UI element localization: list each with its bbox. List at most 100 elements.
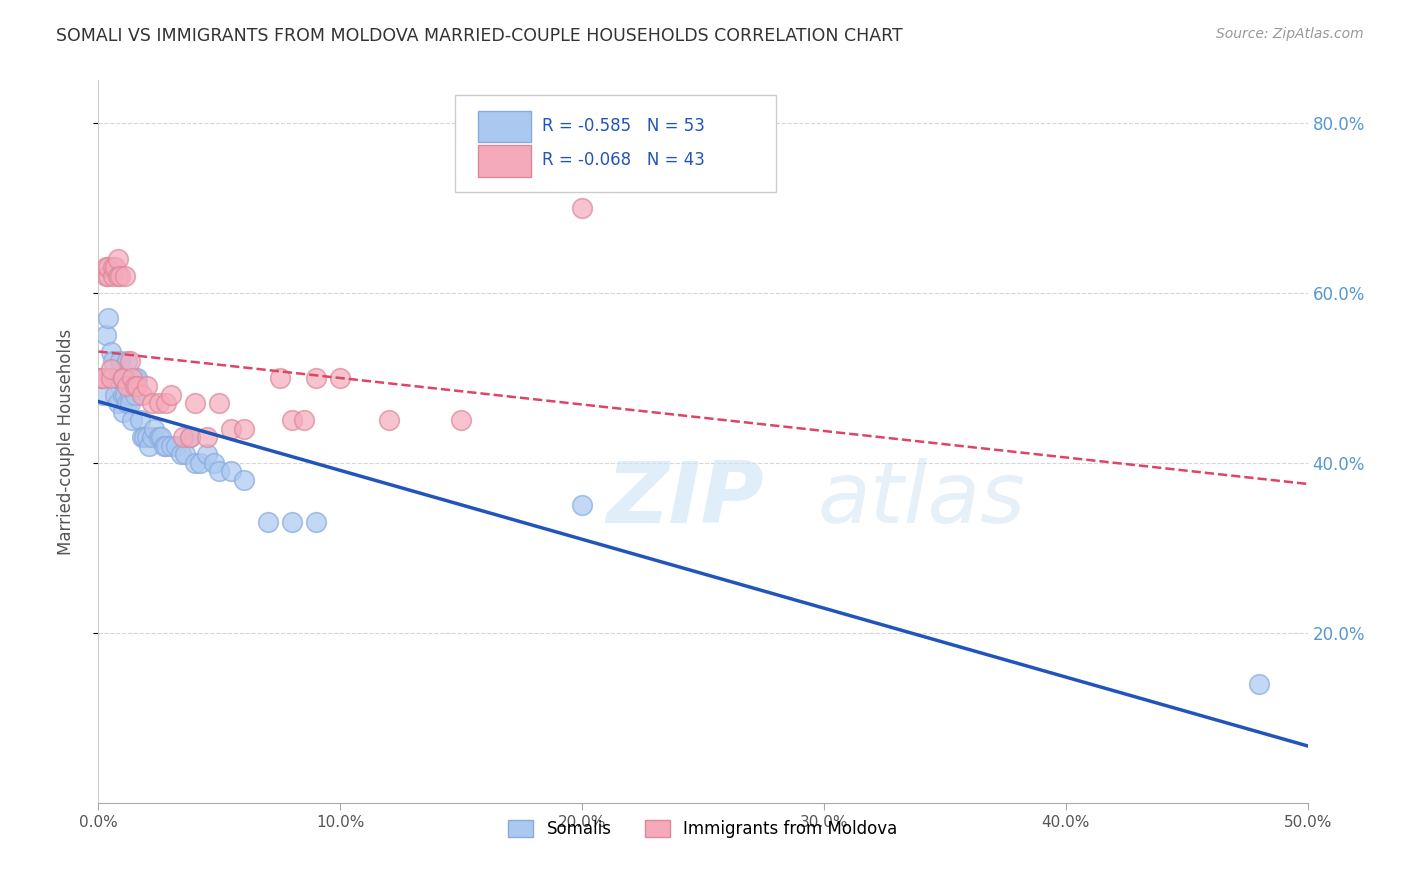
Point xyxy=(101,260,124,275)
Legend: Somalis, Immigrants from Moldova: Somalis, Immigrants from Moldova xyxy=(502,814,904,845)
Point xyxy=(124,388,146,402)
Point xyxy=(134,430,156,444)
Point xyxy=(100,362,122,376)
Point xyxy=(195,430,218,444)
Point xyxy=(107,252,129,266)
Point xyxy=(91,371,114,385)
Point xyxy=(179,430,201,444)
Point xyxy=(97,268,120,283)
Point xyxy=(208,464,231,478)
Point xyxy=(121,371,143,385)
Point xyxy=(141,430,163,444)
Point xyxy=(195,447,218,461)
Point xyxy=(104,260,127,275)
Point xyxy=(256,516,278,530)
Point xyxy=(124,379,146,393)
Point xyxy=(118,396,141,410)
FancyBboxPatch shape xyxy=(478,111,531,143)
Point xyxy=(97,311,120,326)
Point xyxy=(111,405,134,419)
Point xyxy=(141,396,163,410)
Point xyxy=(160,439,183,453)
Point xyxy=(160,388,183,402)
Point xyxy=(232,473,254,487)
Point xyxy=(94,268,117,283)
Point xyxy=(131,388,153,402)
Point xyxy=(165,439,187,453)
Point xyxy=(208,396,231,410)
Point xyxy=(221,464,243,478)
Point xyxy=(571,498,593,512)
Point xyxy=(104,371,127,385)
Point xyxy=(1249,677,1271,691)
Text: ZIP: ZIP xyxy=(606,458,763,541)
Point xyxy=(174,447,197,461)
Point xyxy=(148,396,170,410)
Point xyxy=(118,353,141,368)
Point xyxy=(100,345,122,359)
Point xyxy=(269,371,291,385)
Point xyxy=(107,268,129,283)
Point xyxy=(114,388,136,402)
Point xyxy=(100,371,122,385)
Point xyxy=(281,516,304,530)
Point xyxy=(184,456,207,470)
Point xyxy=(97,260,120,275)
Point xyxy=(104,388,127,402)
Point xyxy=(101,353,124,368)
Text: Source: ZipAtlas.com: Source: ZipAtlas.com xyxy=(1216,27,1364,41)
Point xyxy=(135,379,157,393)
Point xyxy=(281,413,304,427)
Point xyxy=(111,371,134,385)
Text: R = -0.068   N = 43: R = -0.068 N = 43 xyxy=(543,152,704,169)
Point xyxy=(155,396,177,410)
Point xyxy=(127,371,149,385)
Point xyxy=(184,396,207,410)
Point xyxy=(108,353,131,368)
Point xyxy=(108,268,131,283)
Point xyxy=(169,447,191,461)
Point xyxy=(94,260,117,275)
Point xyxy=(305,371,328,385)
FancyBboxPatch shape xyxy=(478,145,531,178)
Point xyxy=(329,371,352,385)
Point xyxy=(100,371,122,385)
Point xyxy=(305,516,328,530)
FancyBboxPatch shape xyxy=(456,95,776,193)
Point xyxy=(117,379,139,393)
Point xyxy=(292,413,315,427)
Point xyxy=(121,413,143,427)
Point xyxy=(188,456,211,470)
Point xyxy=(450,413,472,427)
Point xyxy=(118,388,141,402)
Point xyxy=(571,201,593,215)
Point xyxy=(172,430,194,444)
Point xyxy=(90,371,112,385)
Point xyxy=(232,422,254,436)
Point xyxy=(148,430,170,444)
Point xyxy=(138,439,160,453)
Point xyxy=(155,439,177,453)
Point xyxy=(114,371,136,385)
Text: SOMALI VS IMMIGRANTS FROM MOLDOVA MARRIED-COUPLE HOUSEHOLDS CORRELATION CHART: SOMALI VS IMMIGRANTS FROM MOLDOVA MARRIE… xyxy=(56,27,903,45)
Point xyxy=(101,268,124,283)
Point xyxy=(152,439,174,453)
Y-axis label: Married-couple Households: Married-couple Households xyxy=(56,328,75,555)
Point xyxy=(91,388,114,402)
Point xyxy=(377,413,399,427)
Point xyxy=(221,422,243,436)
Text: atlas: atlas xyxy=(818,458,1026,541)
Point xyxy=(117,396,139,410)
Point xyxy=(111,388,134,402)
Point xyxy=(143,422,166,436)
Point xyxy=(107,371,129,385)
Point xyxy=(114,268,136,283)
Point xyxy=(90,371,112,385)
Point xyxy=(128,413,150,427)
Point xyxy=(111,371,134,385)
Point xyxy=(204,456,226,470)
Point xyxy=(117,353,139,368)
Point xyxy=(135,430,157,444)
Point xyxy=(127,379,149,393)
Point xyxy=(94,328,117,343)
